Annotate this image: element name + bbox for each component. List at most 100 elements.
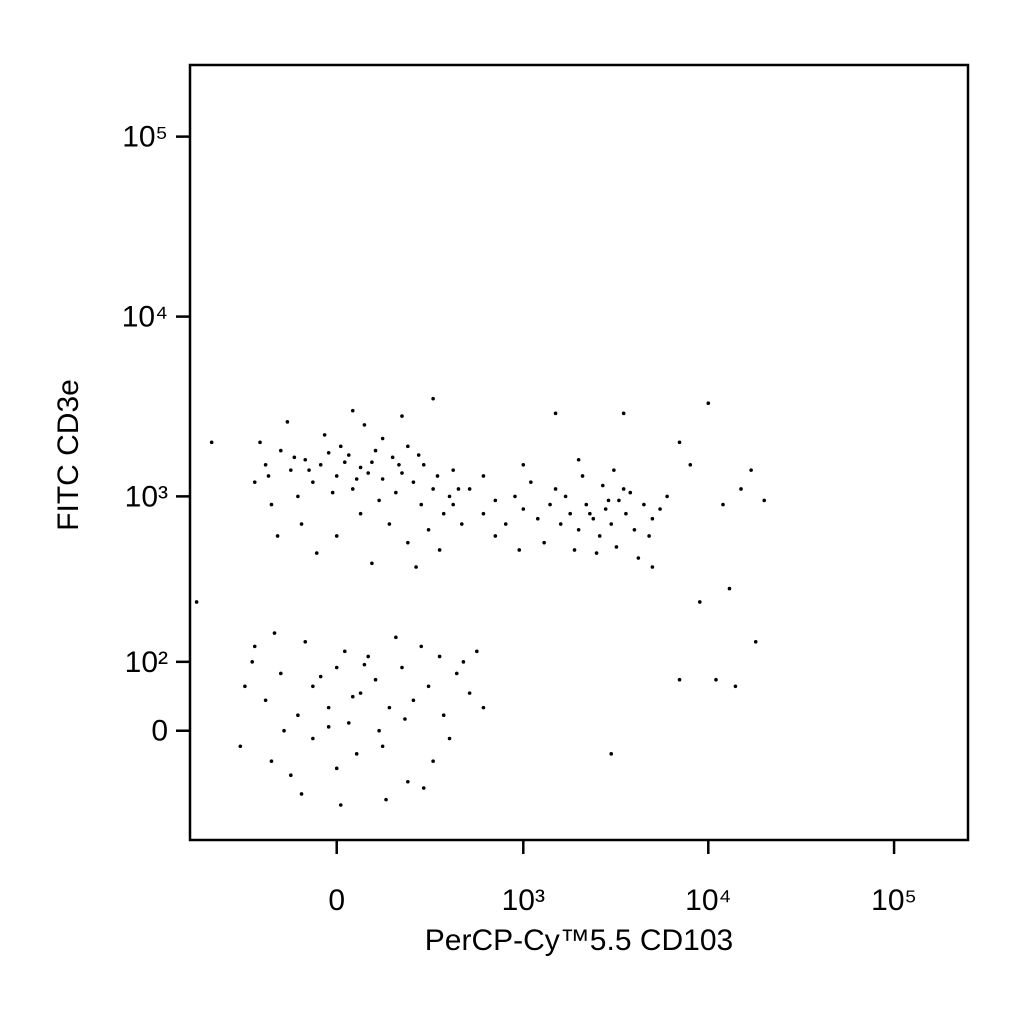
event-dot xyxy=(278,671,283,676)
event-dot xyxy=(342,460,347,465)
event-dot xyxy=(366,654,370,659)
event-dot xyxy=(209,440,214,445)
event-dot xyxy=(441,713,446,717)
event-dot xyxy=(647,534,651,538)
event-dot xyxy=(517,548,522,552)
event-dot xyxy=(749,468,753,472)
event-dot xyxy=(314,551,319,555)
event-dot xyxy=(358,465,363,470)
event-dot xyxy=(426,684,431,689)
event-dot xyxy=(421,462,426,467)
event-dot xyxy=(542,540,546,545)
x-tick-label: 10⁵ xyxy=(871,884,917,917)
event-dot xyxy=(269,502,274,507)
y-tick-label: 10⁵ xyxy=(122,121,168,154)
event-dot xyxy=(400,471,404,475)
event-dot xyxy=(665,494,669,499)
event-dot xyxy=(739,487,743,491)
event-dot xyxy=(252,644,257,649)
event-dot xyxy=(406,540,410,545)
event-dot xyxy=(380,744,385,749)
event-dot xyxy=(733,684,738,689)
event-dot xyxy=(437,548,442,552)
event-dot xyxy=(370,460,374,465)
event-dot xyxy=(658,507,662,511)
event-dot xyxy=(588,511,592,516)
x-tick-label: 0 xyxy=(328,884,345,917)
event-dot xyxy=(421,786,426,790)
event-dot xyxy=(263,698,268,703)
event-dot xyxy=(263,462,268,467)
event-dot xyxy=(493,534,498,538)
event-dot xyxy=(311,684,315,689)
x-tick-label: 10³ xyxy=(502,884,545,917)
event-dot xyxy=(600,483,605,488)
event-dot xyxy=(447,494,452,499)
event-dot xyxy=(243,684,247,689)
event-dot xyxy=(322,433,327,437)
event-dot xyxy=(576,457,581,462)
event-dot xyxy=(285,420,290,424)
event-dot xyxy=(350,694,355,699)
event-dot xyxy=(475,649,479,654)
event-dot xyxy=(384,797,388,802)
event-dot xyxy=(609,752,614,756)
event-dot xyxy=(258,440,262,445)
event-dot xyxy=(606,498,611,503)
event-dot xyxy=(628,490,633,495)
event-dot xyxy=(370,561,374,566)
event-dot xyxy=(194,600,199,604)
event-dot xyxy=(688,462,693,467)
event-dot xyxy=(416,453,421,457)
event-dot xyxy=(400,414,404,418)
event-dot xyxy=(572,548,577,552)
event-dot xyxy=(303,639,308,644)
event-dot xyxy=(568,511,572,516)
event-dot xyxy=(481,474,486,478)
event-dot xyxy=(250,660,254,664)
event-dot xyxy=(350,408,355,413)
event-dot xyxy=(350,487,355,491)
event-dot xyxy=(591,516,596,521)
event-dot xyxy=(272,631,277,635)
event-dot xyxy=(677,677,682,682)
event-dot xyxy=(481,511,486,516)
event-dot xyxy=(621,487,626,491)
event-dot xyxy=(358,511,363,516)
event-dot xyxy=(311,736,315,741)
event-dot xyxy=(403,717,407,721)
event-dot xyxy=(282,728,286,733)
event-dot xyxy=(411,480,416,484)
event-dot xyxy=(461,660,466,664)
event-dot xyxy=(459,522,464,526)
event-dot xyxy=(334,474,339,478)
event-dot xyxy=(406,444,410,449)
event-dot xyxy=(609,522,614,526)
event-dot xyxy=(377,498,381,503)
event-dot xyxy=(529,480,533,484)
event-dot xyxy=(419,502,424,507)
event-dot xyxy=(503,522,508,526)
event-dot xyxy=(307,468,311,472)
event-dot xyxy=(447,736,452,741)
event-dot xyxy=(721,502,725,507)
event-dot xyxy=(387,705,392,710)
plot-frame xyxy=(188,63,970,842)
event-dot xyxy=(441,511,446,516)
event-dot xyxy=(296,713,300,717)
event-dot xyxy=(292,455,297,460)
y-tick-label: 0 xyxy=(151,715,168,748)
event-dot xyxy=(366,471,370,475)
event-dot xyxy=(338,803,343,807)
event-dot xyxy=(535,516,540,521)
event-dot xyxy=(521,507,526,511)
event-dot xyxy=(269,759,274,764)
event-dot xyxy=(553,487,558,491)
event-dot xyxy=(362,423,367,427)
y-tick-label: 10² xyxy=(125,646,168,679)
event-dot xyxy=(266,474,271,478)
event-dot xyxy=(380,477,385,481)
event-dot xyxy=(342,649,347,654)
event-dot xyxy=(727,586,732,591)
